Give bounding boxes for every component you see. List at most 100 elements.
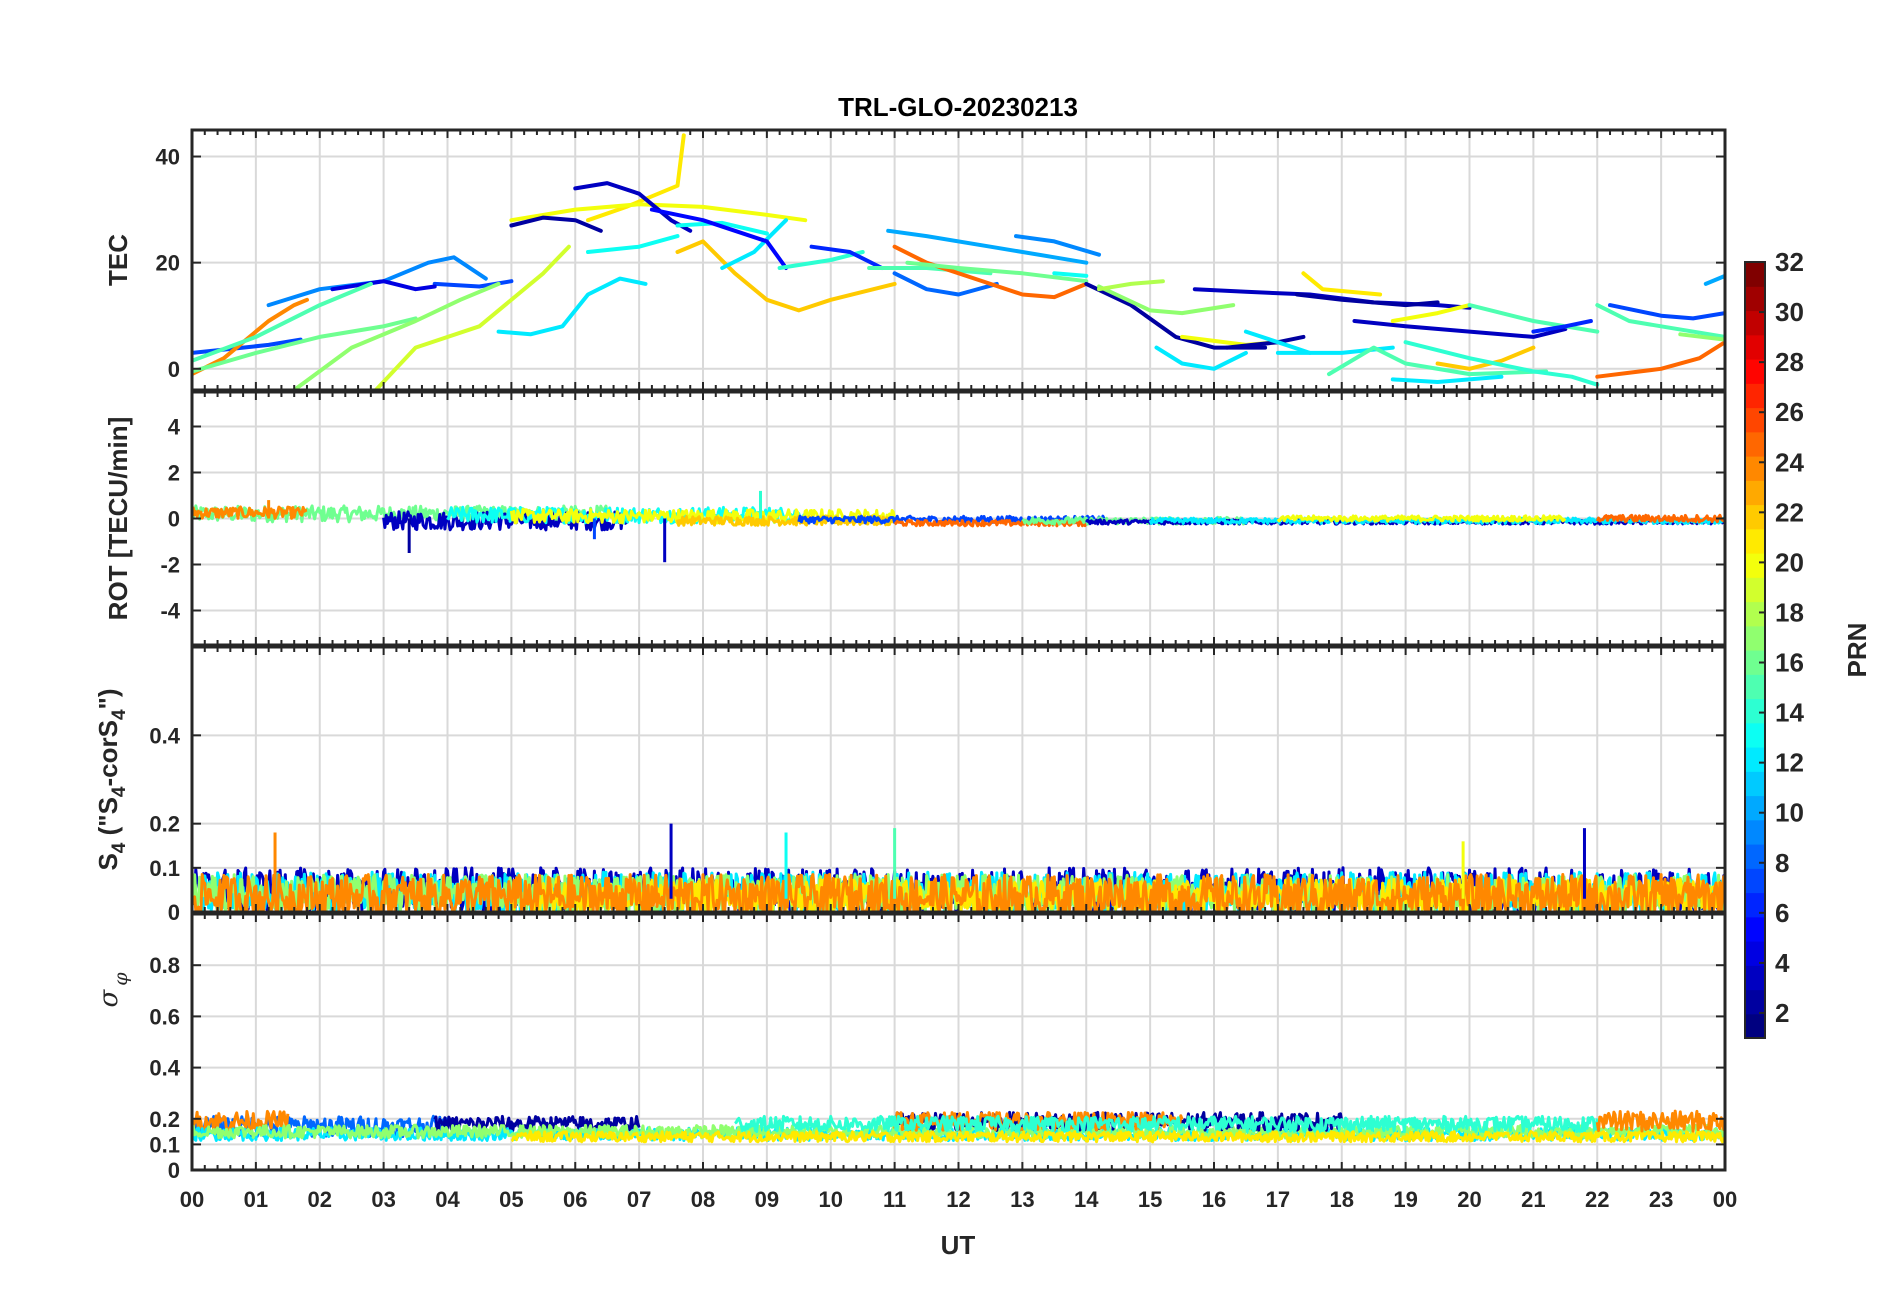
- y-axis-label-part: 4: [109, 709, 130, 720]
- y-axis-label-part: 4: [109, 842, 130, 853]
- panel-sigma-phi: 00.10.2 0.4 0.6 0.8 σφ: [94, 912, 1727, 1183]
- y-tick-label: 40: [156, 145, 180, 170]
- tec-series-prn-2: [1295, 292, 1440, 308]
- tec-series-prn-18: [1097, 279, 1165, 292]
- colorbar-tick-label: 8: [1775, 848, 1789, 878]
- tec-series-prn-12: [1154, 345, 1248, 371]
- noise-series-prn-24: [192, 873, 1725, 912]
- x-tick-label: 00: [180, 1187, 204, 1212]
- x-tick-label: 05: [499, 1187, 523, 1212]
- panel-rot: -4 -2 0 2 4 ROT [TECU/min]: [103, 390, 1727, 647]
- colorbar-segment: [1745, 844, 1765, 869]
- x-tick-label: 00: [1713, 1187, 1737, 1212]
- x-tick-label: 19: [1393, 1187, 1417, 1212]
- y-axis-label-part: φ: [110, 972, 132, 986]
- x-axis: 00 01 02 03 04 05 06 07 08 09 10 11 12 13 14 15 16 17 18 19…: [180, 1187, 1737, 1212]
- colorbar-segment: [1745, 771, 1765, 797]
- tec-series-prn-19: [373, 244, 571, 390]
- tec-series-prn-3: [1352, 319, 1568, 339]
- x-tick-label: 07: [627, 1187, 651, 1212]
- colorbar-segment: [1745, 528, 1765, 554]
- colorbar-segment: [1745, 504, 1765, 530]
- x-tick-label: 14: [1074, 1187, 1099, 1212]
- tec-series-prn-10: [1703, 273, 1725, 286]
- colorbar-segment: [1745, 262, 1765, 287]
- panel-frame: [190, 645, 1727, 914]
- y-tick-label: 0.1: [149, 856, 180, 881]
- colorbar-segment: [1745, 698, 1765, 724]
- colorbar-tick-label: 32: [1775, 247, 1804, 277]
- tec-series-prn-15: [1327, 345, 1549, 377]
- colorbar-segment: [1745, 431, 1765, 457]
- x-tick-label: 18: [1330, 1187, 1354, 1212]
- colorbar-tick-label: 30: [1775, 297, 1804, 327]
- colorbar-frame: [1744, 261, 1766, 1039]
- data-layer: [192, 490, 1725, 563]
- colorbar-segment: [1745, 916, 1765, 942]
- x-tick-label: 06: [563, 1187, 587, 1212]
- colorbar-segment: [1745, 722, 1765, 748]
- x-tick-label: 16: [1202, 1187, 1226, 1212]
- y-tick-label: 0.4: [149, 723, 180, 748]
- x-tick-label: 01: [244, 1187, 268, 1212]
- colorbar-tick-label: 22: [1775, 497, 1804, 527]
- colorbar-segment: [1745, 480, 1765, 506]
- tec-series-prn-14: [1403, 340, 1600, 387]
- x-tick-label: 11: [883, 1187, 906, 1212]
- colorbar-segment: [1745, 892, 1765, 918]
- noise-series-prn-12: [1148, 516, 1725, 525]
- colorbar-tick-label: 20: [1775, 547, 1804, 577]
- colorbar-tick-label: 6: [1775, 898, 1789, 928]
- y-axis-label-part: "): [93, 688, 123, 709]
- colorbar-segment: [1745, 795, 1765, 821]
- tec-series-prn-15: [1595, 303, 1725, 339]
- colorbar-tick-label: 24: [1775, 447, 1804, 477]
- colorbar-segment: [1745, 941, 1765, 966]
- y-axis-label-part: S: [93, 853, 123, 870]
- tec-series-prn-8: [892, 271, 999, 297]
- colorbar-tick-label: 26: [1775, 397, 1804, 427]
- y-tick-label: 0.8: [149, 953, 180, 978]
- noise-series-prn-14: [734, 1114, 1599, 1134]
- tec-series-prn-4: [330, 279, 437, 292]
- colorbar-segment: [1745, 1013, 1765, 1039]
- colorbar-segment: [1745, 868, 1765, 894]
- y-tick-label: 0: [168, 507, 180, 532]
- tec-series-prn-25: [1595, 340, 1725, 379]
- tec-series-prn-6: [809, 244, 884, 270]
- colorbar-segment: [1745, 650, 1765, 675]
- colorbar-label: PRN: [1842, 623, 1872, 678]
- x-axis-label: UT: [941, 1230, 976, 1260]
- colorbar-segment: [1745, 747, 1765, 772]
- colorbar-segment: [1745, 456, 1765, 481]
- colorbar-segment: [1745, 819, 1765, 845]
- colorbar-tick-label: 2: [1775, 998, 1789, 1028]
- x-tick-label: 22: [1585, 1187, 1609, 1212]
- colorbar-segment: [1745, 407, 1765, 433]
- tec-series-prn-16: [192, 316, 418, 374]
- colorbar-segment: [1745, 383, 1765, 409]
- y-tick-label: 0.1: [149, 1132, 180, 1157]
- y-tick-label: 0.2: [149, 1107, 180, 1132]
- y-tick-label: 0: [168, 900, 180, 925]
- tec-series-prn-15: [192, 281, 373, 363]
- y-axis-label-part: ("S: [93, 797, 123, 843]
- tec-series-prn-22: [1435, 345, 1536, 371]
- colorbar-segment: [1745, 359, 1765, 384]
- tec-series-prn-22: [675, 239, 897, 313]
- chart-title: TRL-GLO-20230213: [838, 92, 1078, 122]
- tec-series-prn-12: [496, 276, 648, 337]
- colorbar-segment: [1745, 577, 1765, 603]
- colorbar-tick-label: 14: [1775, 698, 1804, 728]
- x-tick-label: 09: [755, 1187, 779, 1212]
- y-tick-label: 0.2: [149, 812, 180, 837]
- x-tick-label: 17: [1266, 1187, 1290, 1212]
- colorbar-segment: [1745, 625, 1765, 651]
- colorbar-tick-label: 18: [1775, 597, 1804, 627]
- tec-series-prn-21: [1301, 271, 1383, 297]
- tec-series-prn-5: [649, 207, 788, 270]
- y-tick-label: 0: [168, 1158, 180, 1183]
- colorbar-segment: [1745, 553, 1765, 578]
